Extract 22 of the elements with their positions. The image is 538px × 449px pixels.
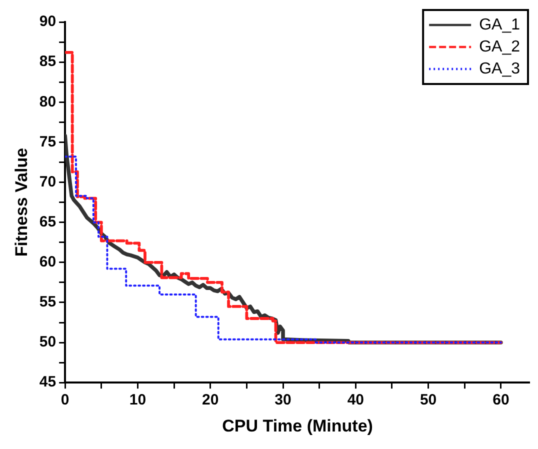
x-tick-label: 50 xyxy=(420,392,437,409)
legend-label: GA_2 xyxy=(479,38,520,56)
y-tick-label: 85 xyxy=(39,53,56,70)
x-axis-title: CPU Time (Minute) xyxy=(222,416,373,436)
x-tick-label: 60 xyxy=(492,392,510,409)
legend-label: GA_3 xyxy=(479,60,520,78)
x-tick-label: 20 xyxy=(202,392,219,409)
y-tick-label: 70 xyxy=(39,173,56,190)
y-axis-title: Fitness Value xyxy=(12,148,31,257)
y-tick-label: 65 xyxy=(39,213,56,230)
y-tick-label: 75 xyxy=(39,133,56,150)
y-tick-label: 50 xyxy=(39,334,56,351)
y-tick-label: 45 xyxy=(39,374,56,391)
y-tick-label: 55 xyxy=(39,294,56,311)
y-tick-label: 90 xyxy=(39,13,56,30)
legend-label: GA_1 xyxy=(479,16,520,34)
x-tick-label: 0 xyxy=(60,392,70,409)
x-tick-label: 10 xyxy=(129,392,146,409)
y-tick-label: 80 xyxy=(39,93,56,110)
y-tick-label: 60 xyxy=(39,254,56,271)
x-tick-label: 40 xyxy=(347,392,364,409)
x-tick-label: 30 xyxy=(274,392,292,409)
